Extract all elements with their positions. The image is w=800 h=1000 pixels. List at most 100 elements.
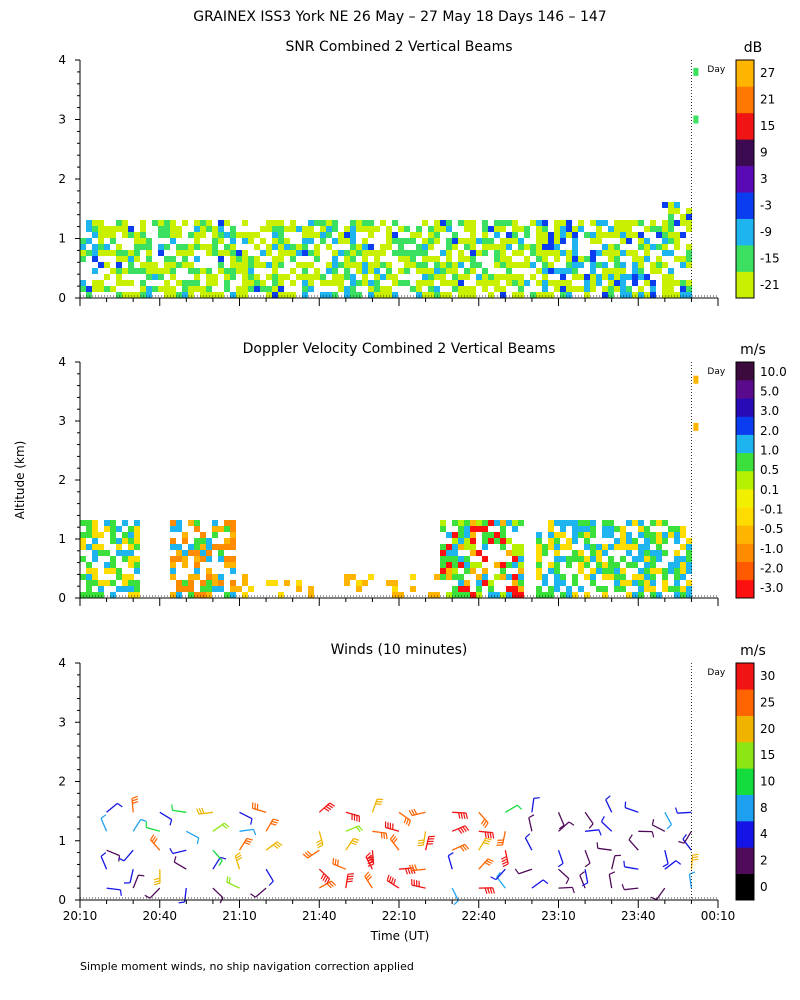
y-axis-label: Altitude (km) (13, 441, 27, 520)
echo-cell (242, 256, 248, 262)
echo-cell (512, 262, 518, 268)
echo-cell (434, 262, 440, 268)
echo-cell (170, 238, 176, 244)
echo-cell (620, 286, 626, 292)
echo-cell (614, 580, 620, 586)
echo-cell (554, 220, 560, 226)
echo-cell (650, 550, 656, 556)
echo-cell (92, 232, 98, 238)
wind-barb-flag (272, 818, 280, 822)
echo-cell (686, 226, 692, 232)
echo-cell (590, 580, 596, 586)
echo-cell (572, 526, 578, 532)
echo-cell (158, 286, 164, 292)
echo-cell (536, 574, 542, 580)
echo-cell (464, 274, 470, 280)
echo-cell (404, 268, 410, 274)
x-tick-label: 00:10 (701, 909, 736, 923)
wind-barb-flag (347, 875, 354, 878)
echo-cell (104, 244, 110, 250)
echo-cell (584, 280, 590, 286)
echo-cell (326, 244, 332, 250)
echo-cell (554, 544, 560, 550)
wind-barb-flag (271, 820, 278, 824)
echo-cell (350, 220, 356, 226)
echo-cell (134, 244, 140, 250)
echo-cell (80, 244, 86, 250)
echo-cell (554, 568, 560, 574)
echo-cell (302, 226, 308, 232)
echo-cell (176, 580, 182, 586)
echo-cell (596, 556, 602, 562)
echo-cell (128, 526, 134, 532)
echo-cell (380, 244, 386, 250)
echo-cell (158, 268, 164, 274)
wind-barb-flag (198, 807, 203, 815)
echo-cell (392, 586, 398, 592)
echo-cell (128, 538, 134, 544)
wind-barb-flag (465, 812, 468, 820)
echo-cell (140, 238, 146, 244)
echo-cell (638, 292, 644, 298)
echo-cell (428, 592, 434, 598)
echo-cell (464, 268, 470, 274)
wind-barb (597, 847, 612, 851)
echo-cell (644, 568, 650, 574)
echo-cell (86, 574, 92, 580)
echo-cell (506, 268, 512, 274)
echo-cell (554, 238, 560, 244)
wind-barb-flag (490, 876, 497, 881)
echo-cell (440, 268, 446, 274)
echo-cell (116, 568, 122, 574)
echo-cell (92, 532, 98, 538)
wind-barb-flag (376, 800, 383, 803)
echo-cell (470, 538, 476, 544)
echo-cell (164, 286, 170, 292)
colorbar-tick-label: 15 (760, 119, 775, 133)
echo-cell (92, 556, 98, 562)
wind-barb-flag (692, 856, 699, 859)
echo-cell (482, 544, 488, 550)
echo-cell (572, 262, 578, 268)
colorbar-tick-label: 4 (760, 827, 768, 841)
echo-cell (194, 244, 200, 250)
echo-cell (272, 238, 278, 244)
echo-cell (134, 544, 140, 550)
echo-cell (662, 286, 668, 292)
echo-cell (554, 232, 560, 238)
echo-cell (626, 532, 632, 538)
colorbar-unit: m/s (740, 643, 766, 659)
wind-barb-flag (623, 860, 626, 867)
echo-cell (596, 586, 602, 592)
wind-barb (557, 849, 564, 864)
echo-cell (686, 256, 692, 262)
echo-cell (668, 586, 674, 592)
wind-barb-flag (140, 818, 147, 822)
echo-cell (536, 568, 542, 574)
echo-cell (602, 262, 608, 268)
echo-cell (674, 220, 680, 226)
wind-barb-flag (492, 887, 496, 894)
echo-cell (674, 280, 680, 286)
wind-barb (605, 799, 613, 813)
x-axis-label: Time (UT) (370, 929, 430, 943)
echo-cell (656, 256, 662, 262)
echo-cell (380, 292, 386, 298)
echo-cell (146, 286, 152, 292)
echo-cell (650, 574, 656, 580)
echo-cell (458, 562, 464, 568)
echo-cell (356, 244, 362, 250)
echo-cell (200, 244, 206, 250)
echo-cell (392, 292, 398, 298)
wind-barb (496, 876, 506, 889)
wind-barb-flag (459, 827, 465, 833)
colorbar-tick-label: 2.0 (760, 424, 779, 438)
echo-cell (182, 580, 188, 586)
echo-cell (230, 292, 236, 298)
echo-cell (638, 256, 644, 262)
echo-cell (314, 250, 320, 256)
echo-cell (374, 280, 380, 286)
echo-cell (554, 580, 560, 586)
echo-cell (278, 262, 284, 268)
